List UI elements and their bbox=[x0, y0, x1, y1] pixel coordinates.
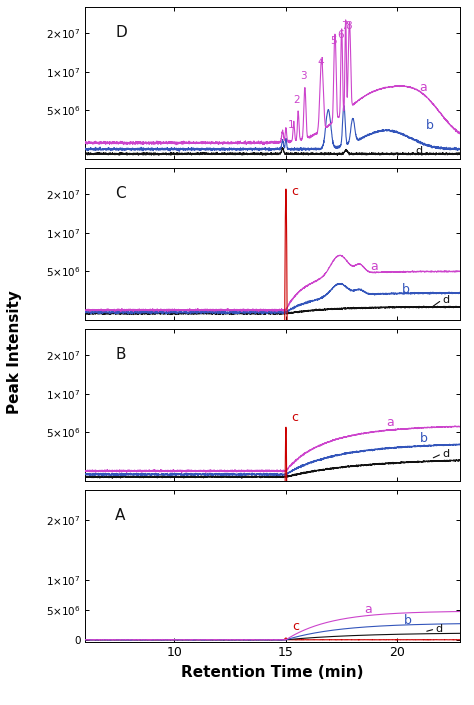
Text: C: C bbox=[115, 186, 126, 201]
Text: c: c bbox=[292, 185, 299, 198]
Text: Peak Intensity: Peak Intensity bbox=[7, 290, 22, 415]
Text: b: b bbox=[419, 431, 428, 445]
Text: a: a bbox=[419, 81, 428, 94]
Text: d: d bbox=[442, 449, 449, 459]
Text: c: c bbox=[292, 620, 300, 633]
Text: 5: 5 bbox=[330, 36, 337, 46]
Text: D: D bbox=[115, 25, 127, 40]
Text: b: b bbox=[402, 283, 410, 296]
Text: 6: 6 bbox=[337, 30, 344, 39]
Text: d: d bbox=[435, 624, 442, 634]
Text: a: a bbox=[386, 416, 394, 429]
Text: B: B bbox=[115, 347, 126, 362]
Text: d: d bbox=[415, 147, 422, 157]
Text: a: a bbox=[364, 603, 372, 616]
Text: 4: 4 bbox=[317, 56, 324, 66]
Text: 3: 3 bbox=[300, 71, 307, 81]
Text: b: b bbox=[404, 614, 412, 627]
Text: 8: 8 bbox=[346, 20, 352, 30]
Text: d: d bbox=[442, 295, 449, 305]
X-axis label: Retention Time (min): Retention Time (min) bbox=[181, 665, 364, 680]
Text: A: A bbox=[115, 508, 126, 523]
Text: 2: 2 bbox=[293, 95, 300, 105]
Text: b: b bbox=[426, 119, 434, 133]
Text: a: a bbox=[371, 259, 378, 273]
Text: 7: 7 bbox=[341, 20, 348, 30]
Text: c: c bbox=[292, 411, 299, 424]
Text: 1: 1 bbox=[288, 121, 295, 130]
